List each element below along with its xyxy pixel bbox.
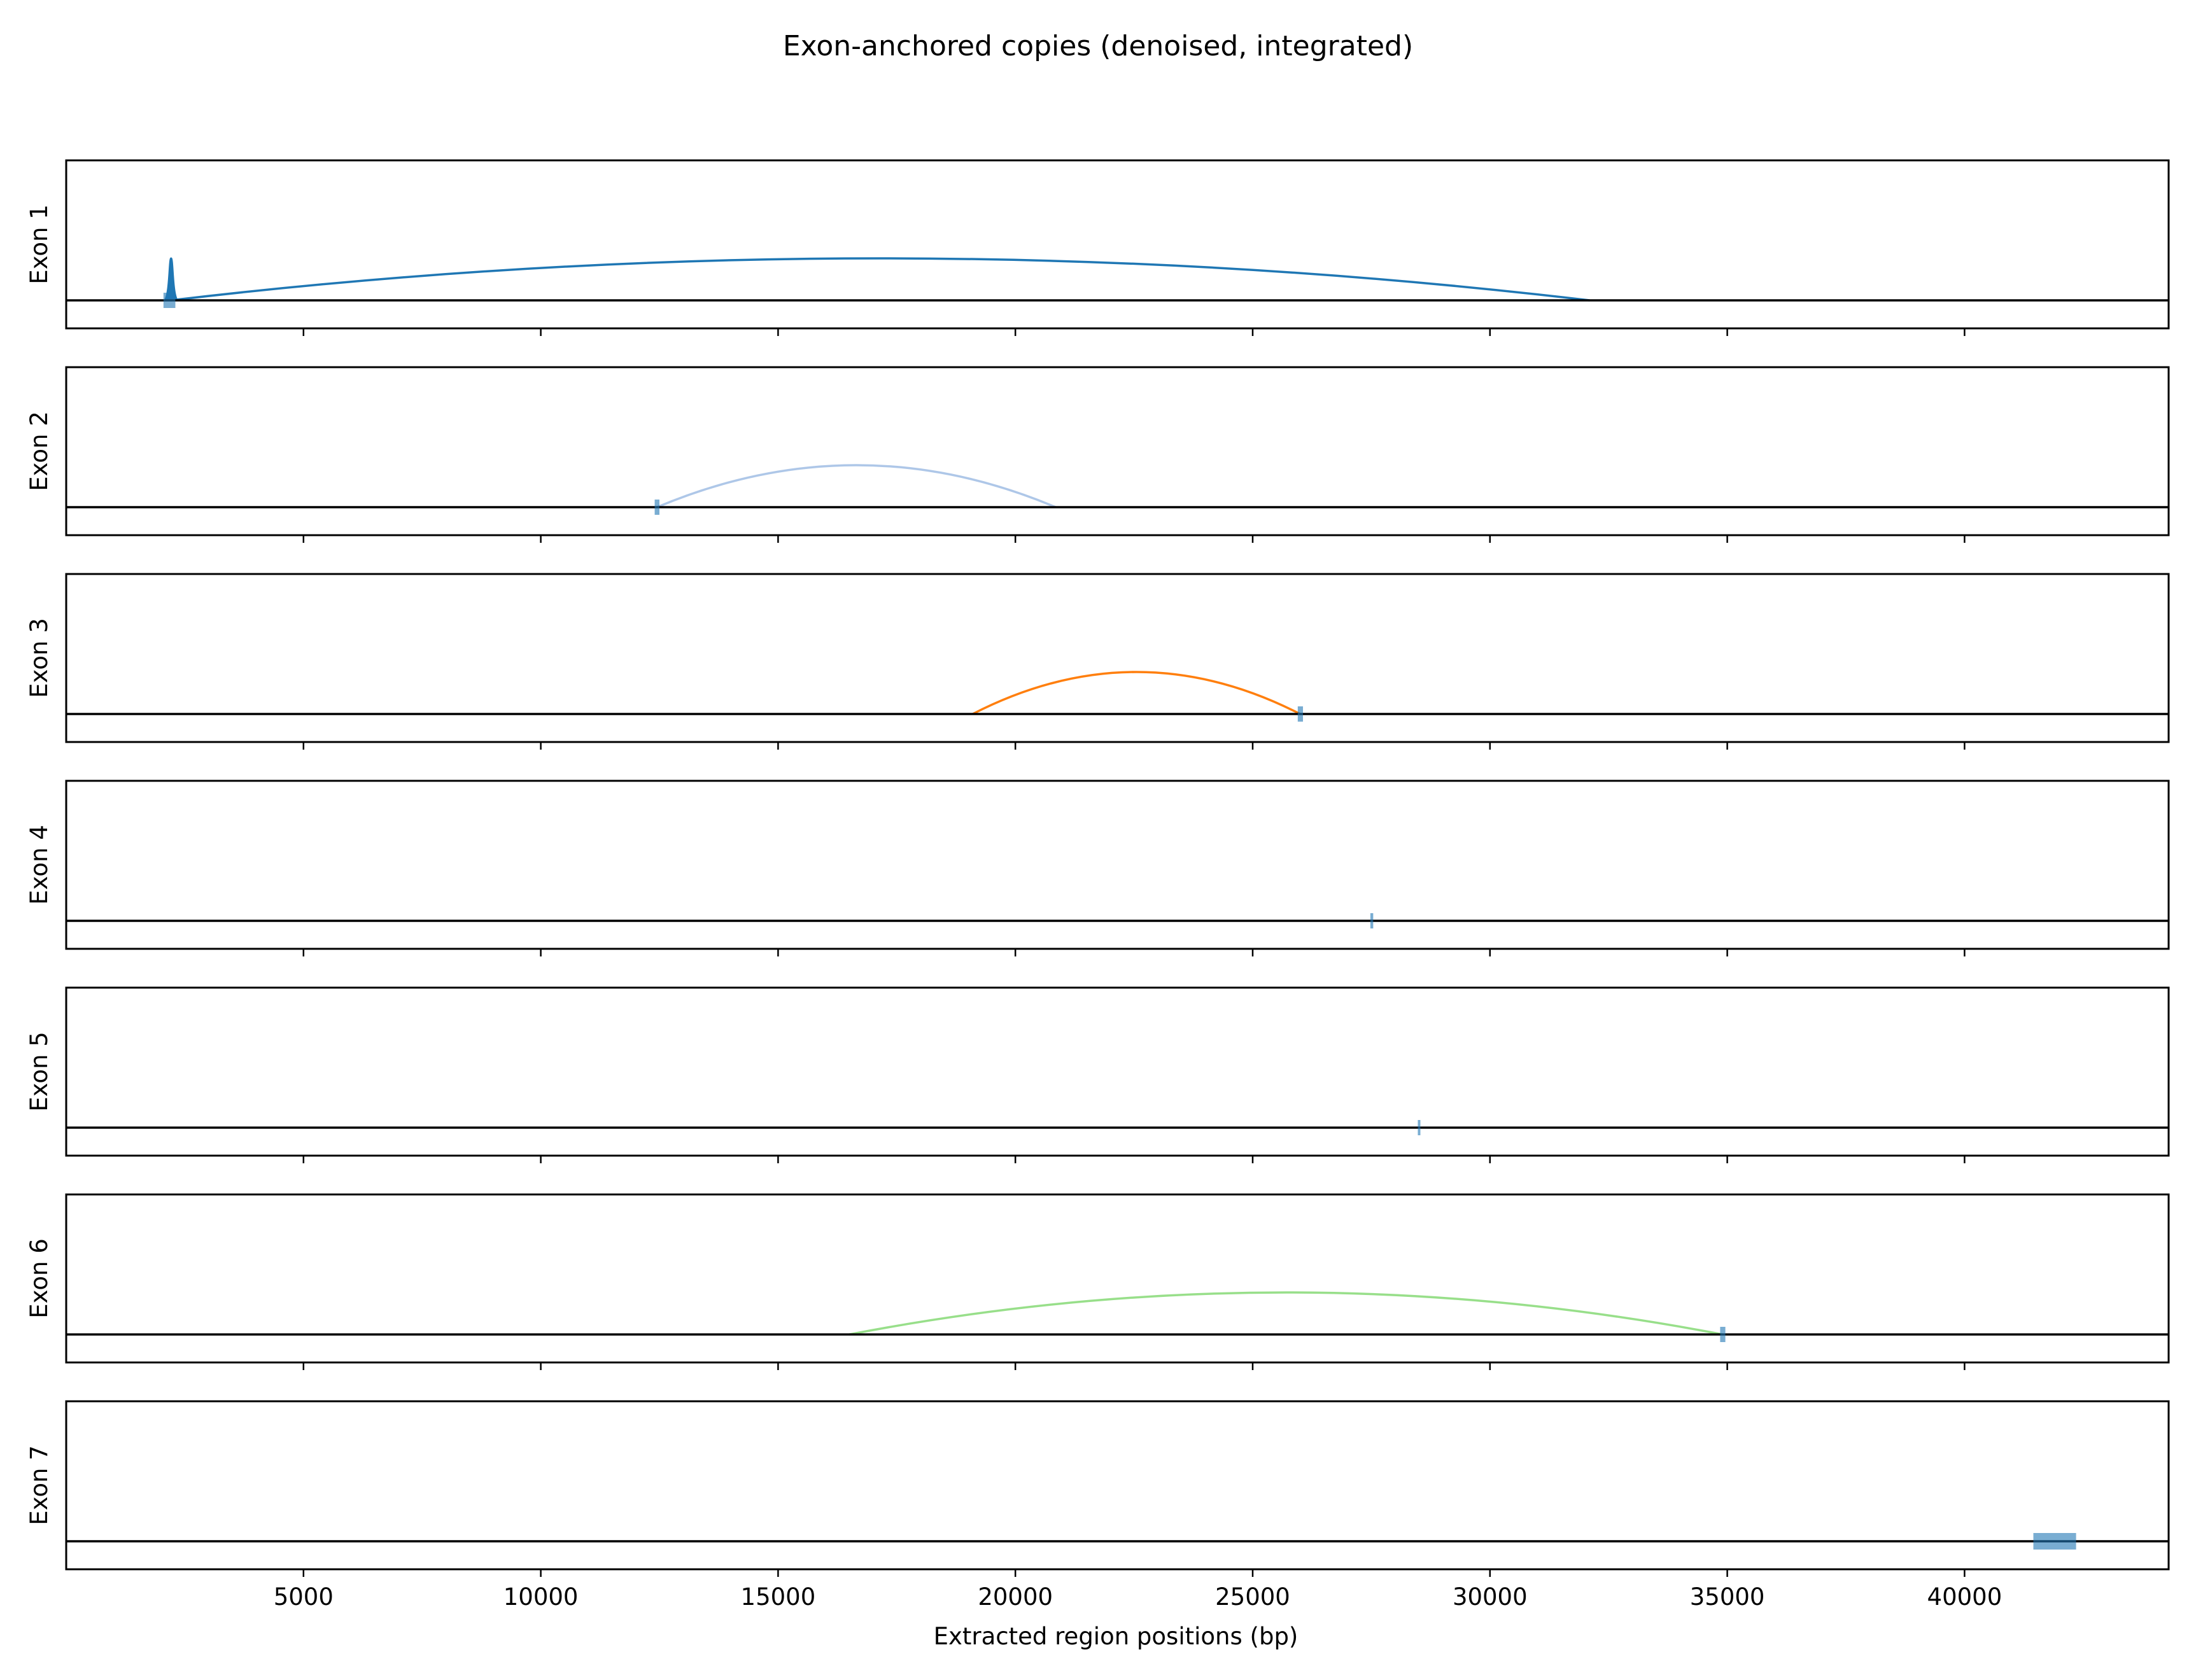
anchor-exon-7	[2033, 1533, 2076, 1550]
arc-exon-6-1	[848, 1291, 1723, 1336]
anchor-exon-5	[1418, 1120, 1421, 1135]
panel-exon-2: Exon 2	[25, 366, 2170, 543]
y-axis-label-exon-2: Exon 2	[25, 411, 53, 491]
anchor-exon-1	[163, 293, 176, 308]
axes-frame-exon-1	[65, 159, 2170, 330]
x-tick-label: 5000	[274, 1583, 334, 1611]
y-axis-label-exon-1: Exon 1	[25, 204, 53, 284]
panel-exon-4: Exon 4	[25, 780, 2170, 956]
axes-frame-exon-7	[65, 1400, 2170, 1571]
x-tick-label: 10000	[503, 1583, 579, 1611]
x-axis: 5000 10000 15000 20000 25000 30000 35000 40000	[274, 1583, 2002, 1611]
arc-exon-3-1	[972, 671, 1301, 715]
panel-exon-3: Exon 3	[25, 573, 2170, 750]
x-tick-label: 20000	[978, 1583, 1053, 1611]
y-axis-label-exon-4: Exon 4	[25, 825, 53, 905]
x-tick-label: 35000	[1690, 1583, 1765, 1611]
axes-frame-exon-6	[65, 1193, 2170, 1364]
y-axis-label-exon-6: Exon 6	[25, 1238, 53, 1319]
arc-exon-1-1	[170, 257, 1590, 302]
x-tick-label: 40000	[1927, 1583, 2002, 1611]
panel-exon-7: Exon 7	[25, 1400, 2170, 1577]
axes-frame-exon-2	[65, 366, 2170, 536]
y-axis-label-exon-5: Exon 5	[25, 1032, 53, 1112]
x-tick-label: 15000	[741, 1583, 816, 1611]
y-axis-label-exon-7: Exon 7	[25, 1445, 53, 1525]
panel-exon-1: Exon 1	[25, 159, 2170, 336]
x-tick-label: 30000	[1453, 1583, 1528, 1611]
panel-exon-5: Exon 5	[25, 986, 2170, 1163]
anchor-exon-6	[1720, 1327, 1726, 1342]
axes-frame-exon-4	[65, 780, 2170, 950]
anchor-exon-2	[654, 500, 659, 515]
arc-exon-1-2	[164, 257, 178, 301]
panels: Exon 1 Exon 2 Exon 3 Exon 4 Exon 5 Exon 6 Exon…	[25, 159, 2170, 1577]
x-tick-label: 25000	[1215, 1583, 1290, 1611]
y-axis-label-exon-3: Exon 3	[25, 618, 53, 698]
arc-exon-2-1	[656, 464, 1057, 508]
axes-frame-exon-3	[65, 573, 2170, 743]
anchor-exon-3	[1297, 706, 1304, 722]
axes-frame-exon-5	[65, 986, 2170, 1157]
x-axis-label: Extracted region positions (bp)	[934, 1623, 1299, 1650]
chart-title: Exon-anchored copies (denoised, integrat…	[783, 30, 1413, 62]
anchor-exon-4	[1370, 913, 1374, 928]
panel-exon-6: Exon 6	[25, 1193, 2170, 1370]
